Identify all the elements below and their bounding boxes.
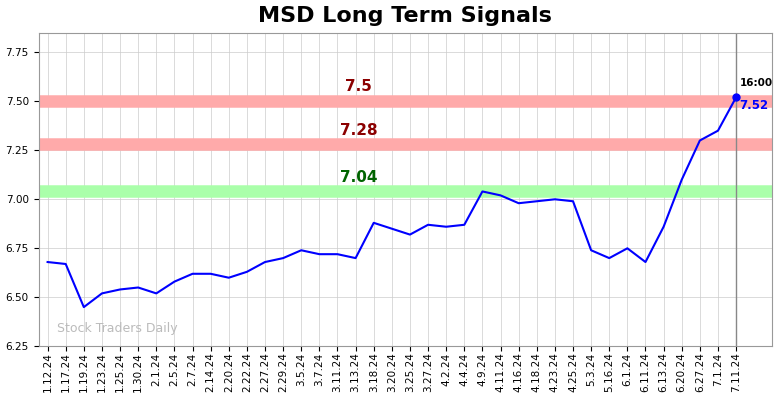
Text: 16:00: 16:00 bbox=[740, 78, 773, 88]
Title: MSD Long Term Signals: MSD Long Term Signals bbox=[259, 6, 553, 25]
Text: 7.52: 7.52 bbox=[740, 100, 769, 112]
Text: Stock Traders Daily: Stock Traders Daily bbox=[56, 322, 177, 335]
Text: 7.5: 7.5 bbox=[345, 80, 372, 94]
Text: 7.04: 7.04 bbox=[339, 170, 377, 185]
Text: 7.28: 7.28 bbox=[339, 123, 377, 138]
